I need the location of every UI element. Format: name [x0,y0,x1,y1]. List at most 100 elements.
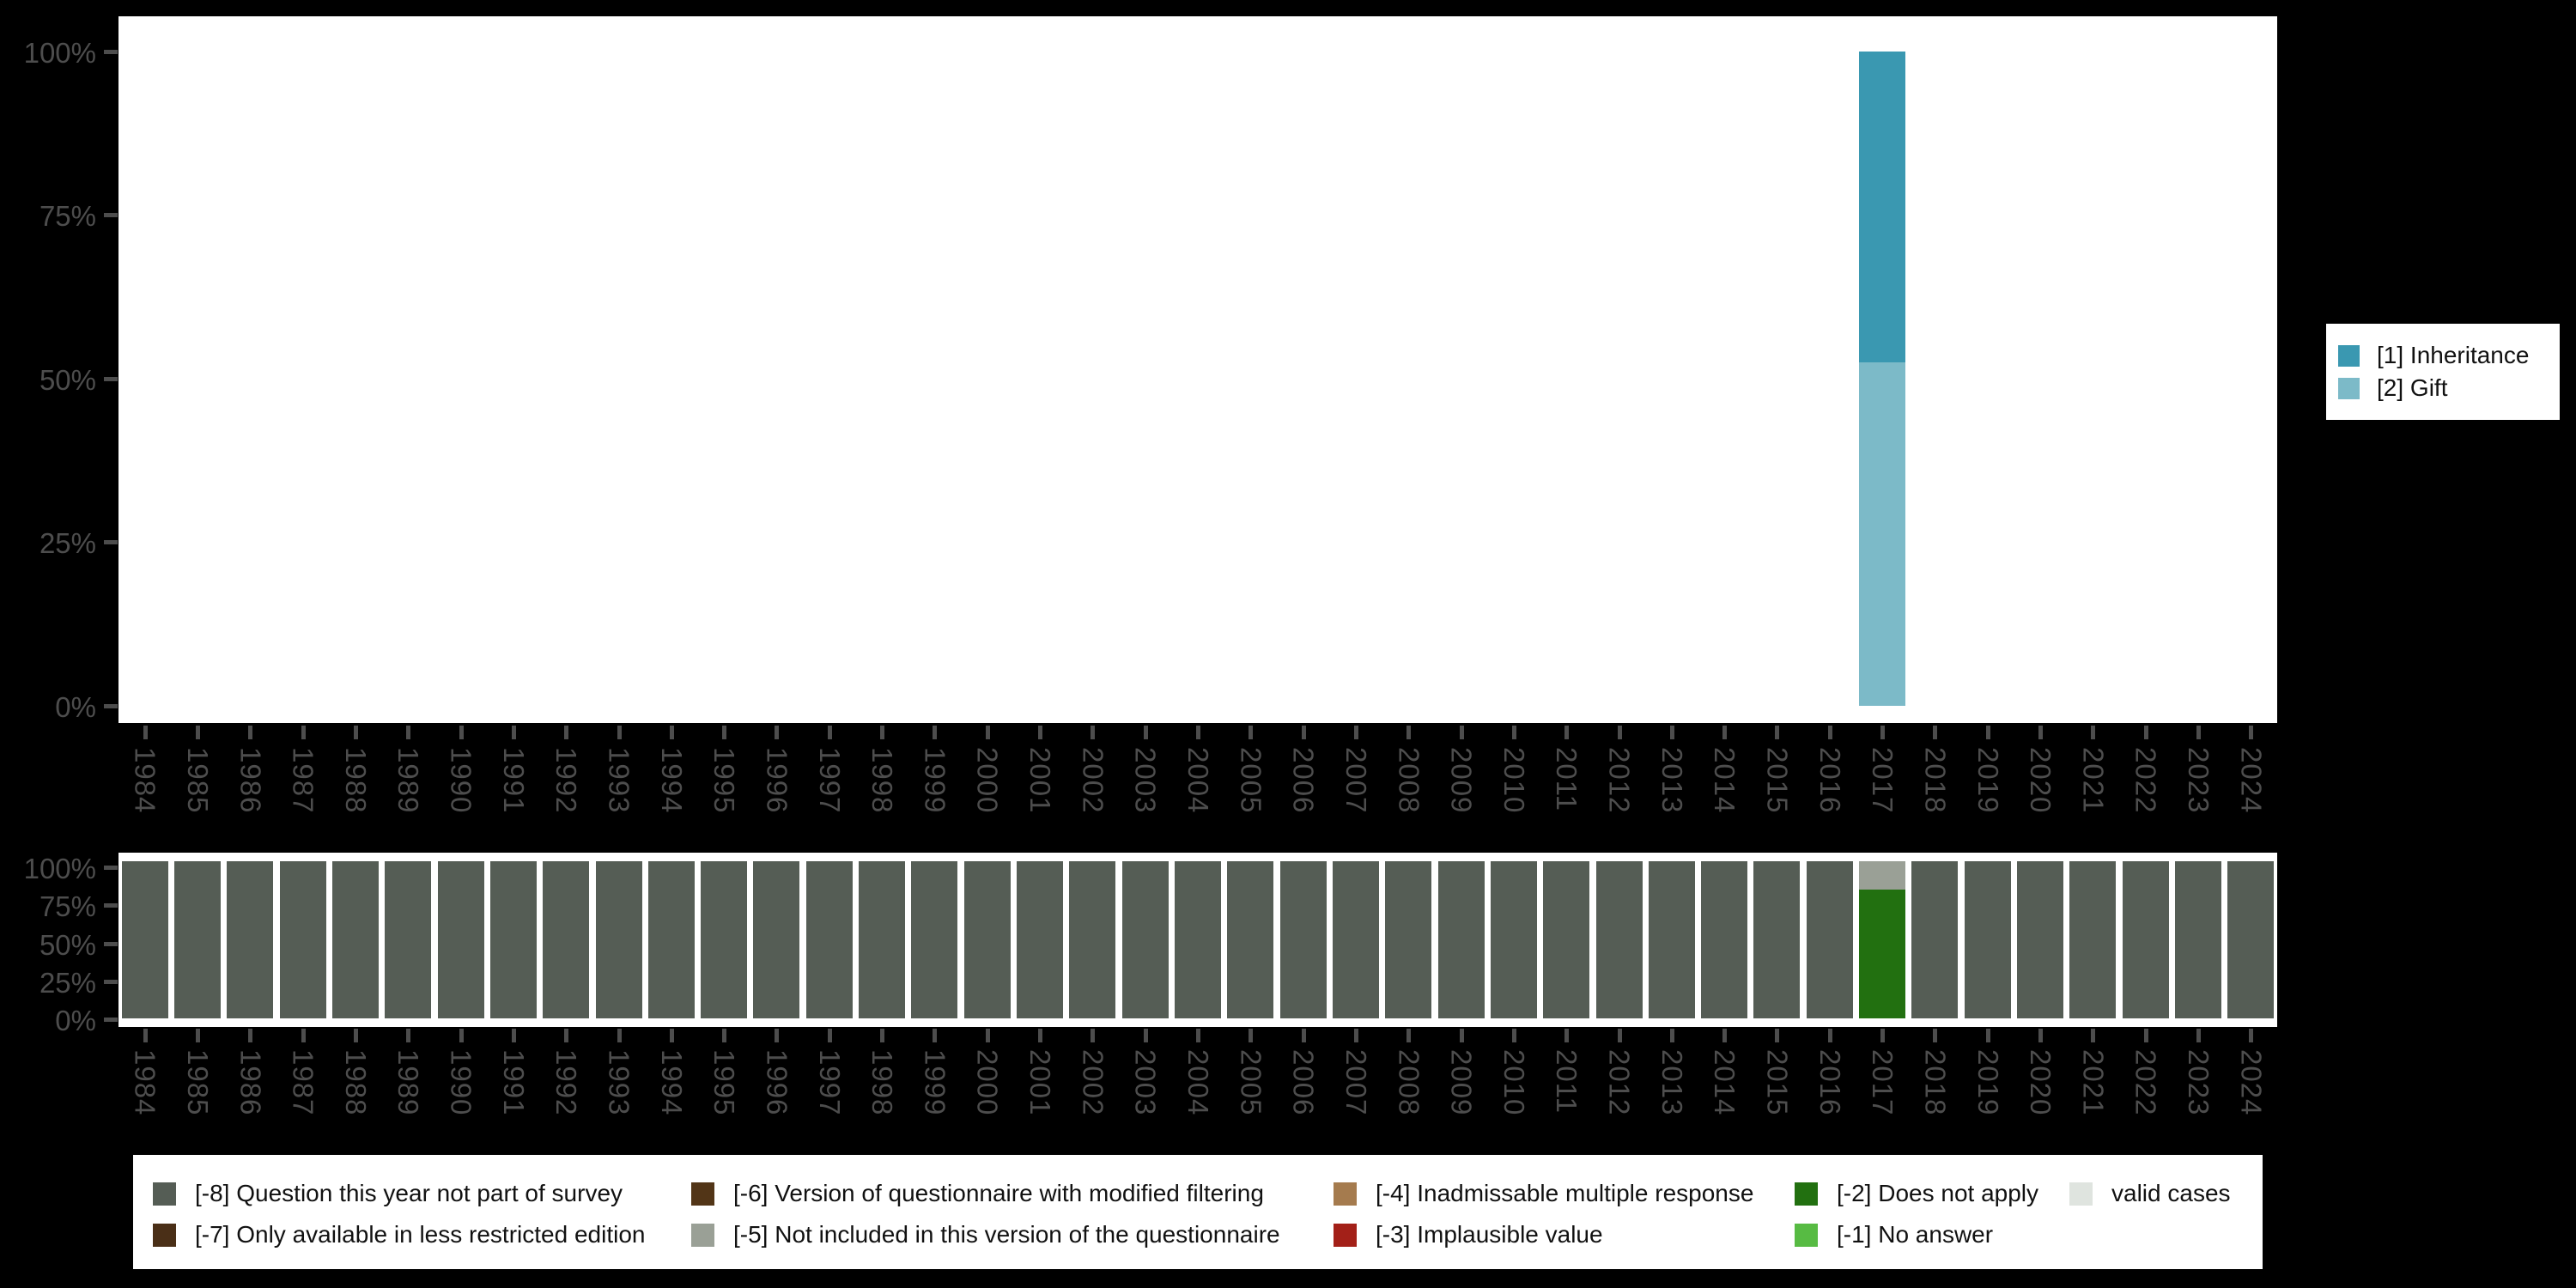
x-axis-tick [1091,726,1096,739]
y-axis-label: 25% [39,527,96,559]
missing-code-segment--8 [2122,861,2169,1018]
legend-label: [-2] Does not apply [1837,1180,2039,1206]
x-axis-year-label: 2022 [2129,1049,2162,1116]
x-axis-tick [143,1029,148,1042]
x-axis-tick [406,1029,411,1042]
x-axis-tick [1301,726,1306,739]
x-axis-year-label: 2016 [1814,747,1846,814]
x-axis-tick [827,726,832,739]
y-axis-tick [104,1018,118,1022]
bar-segment [1859,361,1906,706]
bottom-chart-bar-2024 [2227,861,2275,1018]
x-axis-year-label: 1993 [603,1049,635,1116]
x-axis-year-label: 2020 [2025,1049,2057,1116]
x-axis-tick [1196,1029,1200,1042]
x-axis-tick [301,1029,306,1042]
answer-legend-item: [2] Gift [2338,374,2560,402]
x-axis-year-label: 1988 [339,747,372,814]
bottom-chart-bar-1984 [121,861,168,1018]
x-axis-year-label: 2002 [1077,747,1109,814]
x-axis-tick [1775,726,1780,739]
bottom-chart-bar-2013 [1648,861,1695,1018]
missing-code-segment--8 [1701,861,1748,1018]
missing-code-segment--8 [2227,861,2275,1018]
x-axis-tick [511,726,516,739]
x-axis-year-label: 2016 [1814,1049,1846,1116]
bottom-chart-bar-2000 [963,861,1011,1018]
missing-legend-item: [-6] Version of questionnaire with modif… [691,1179,1264,1208]
missing-legend-item: [-8] Question this year not part of surv… [153,1179,623,1208]
x-axis-tick [353,726,358,739]
missing-code-segment--8 [385,861,432,1018]
x-axis-tick [1722,1029,1728,1042]
x-axis-year-label: 2019 [1971,747,2004,814]
x-axis-year-label: 1989 [392,747,425,814]
missing-code-segment--8 [1490,861,1537,1018]
missing-code-segment--8 [2069,861,2117,1018]
y-axis-label: 100% [23,37,96,69]
x-axis-year-label: 1984 [129,747,161,814]
x-axis-tick [933,726,938,739]
missing-code-segment--8 [1069,861,1116,1018]
x-axis-year-label: 1993 [603,747,635,814]
legend-label: [-3] Implausible value [1376,1221,1603,1248]
x-axis-tick [564,726,569,739]
x-axis-year-label: 2011 [1551,747,1583,811]
legend-label: [2] Gift [2377,374,2448,401]
x-axis-year-label: 1994 [655,747,688,814]
x-axis-year-label: 1991 [497,1049,530,1116]
x-axis-year-label: 2024 [2235,747,2268,814]
legend-label: [-7] Only available in less restricted e… [195,1221,646,1248]
missing-code-segment--8 [1017,861,1064,1018]
x-axis-tick [2249,726,2254,739]
x-axis-tick [1143,726,1148,739]
x-axis-tick [1933,726,1938,739]
missing-codes-legend: [-8] Question this year not part of surv… [133,1155,2263,1269]
x-axis-year-label: 2004 [1182,1049,1214,1116]
x-axis-tick [669,726,674,739]
legend-label: [-4] Inadmissable multiple response [1376,1180,1754,1206]
x-axis-tick [1091,1029,1096,1042]
x-axis-year-label: 1992 [550,747,583,814]
x-axis-year-label: 2008 [1393,747,1425,814]
missing-legend-item: [-2] Does not apply [1795,1179,2038,1208]
legend-swatch [153,1223,176,1247]
x-axis-tick [669,1029,674,1042]
y-axis-label: 100% [23,853,96,884]
x-axis-tick [1249,1029,1254,1042]
legend-label: [-8] Question this year not part of surv… [195,1180,623,1206]
missing-code-segment--8 [173,861,221,1018]
missing-legend-item: [-5] Not included in this version of the… [691,1220,1280,1249]
y-axis-tick [104,50,118,54]
x-axis-year-label: 2013 [1656,747,1688,814]
missing-legend-item: [-1] No answer [1795,1220,1993,1249]
missing-code-segment--8 [489,861,537,1018]
x-axis-tick [1406,1029,1412,1042]
x-axis-tick [1827,1029,1832,1042]
bottom-chart-bar-2017 [1859,861,1906,1018]
legend-swatch [153,1182,176,1206]
x-axis-year-label: 1991 [497,747,530,814]
x-axis-year-label: 2014 [1709,747,1741,814]
bottom-chart-bar-1991 [489,861,537,1018]
legend-swatch [691,1182,714,1206]
x-axis-tick [2038,726,2044,739]
legend-swatch [1334,1223,1357,1247]
missing-code-segment--8 [1227,861,1274,1018]
bottom-chart-bar-1992 [543,861,590,1018]
x-axis-year-label: 2012 [1603,747,1636,814]
x-axis-year-label: 2018 [1919,1049,1952,1116]
x-axis-tick [406,726,411,739]
missing-code-segment--8 [2175,861,2222,1018]
x-axis-year-label: 1984 [129,1049,161,1116]
missing-legend-item: valid cases [2069,1179,2231,1208]
x-axis-tick [2038,1029,2044,1042]
y-axis-tick [104,866,118,870]
x-axis-tick [353,1029,358,1042]
x-axis-year-label: 2000 [971,1049,1004,1116]
x-axis-tick [985,726,990,739]
x-axis-tick [1406,726,1412,739]
missing-code-segment--8 [2017,861,2064,1018]
x-axis-year-label: 1990 [445,747,477,814]
